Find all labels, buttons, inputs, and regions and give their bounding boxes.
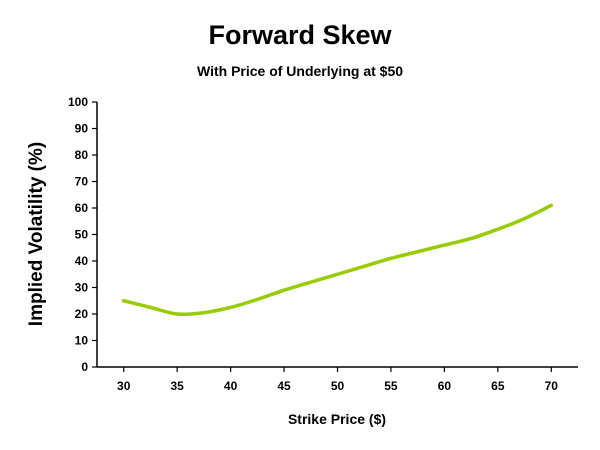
y-tick-label: 20 bbox=[75, 307, 89, 321]
x-tick-label: 70 bbox=[545, 379, 559, 393]
data-point bbox=[148, 305, 153, 309]
x-tick-label: 55 bbox=[384, 379, 398, 393]
data-point bbox=[202, 311, 206, 315]
data-point bbox=[442, 243, 446, 247]
data-point bbox=[122, 299, 126, 303]
y-tick-label: 70 bbox=[75, 175, 89, 189]
data-point bbox=[362, 264, 366, 268]
chart-subtitle: With Price of Underlying at $50 bbox=[196, 63, 404, 79]
y-tick-label: 100 bbox=[68, 95, 88, 109]
y-axis-label: Implied Volatility (%) bbox=[26, 142, 47, 326]
series-line bbox=[121, 203, 554, 317]
x-tick-label: 30 bbox=[117, 379, 131, 393]
y-tick-label: 10 bbox=[75, 334, 89, 348]
data-point bbox=[309, 280, 313, 284]
y-tick-label: 50 bbox=[75, 228, 89, 242]
y-tick-label: 80 bbox=[75, 148, 89, 162]
data-point bbox=[496, 227, 500, 231]
data-point bbox=[469, 236, 473, 241]
data-point bbox=[335, 272, 340, 276]
y-tick-label: 0 bbox=[81, 360, 88, 374]
x-axis-label: Strike Price ($) bbox=[288, 411, 386, 427]
data-point bbox=[522, 217, 527, 221]
x-tick-label: 60 bbox=[438, 379, 452, 393]
x-tick-label: 65 bbox=[491, 379, 505, 393]
x-tick-label: 50 bbox=[331, 379, 345, 393]
data-point bbox=[175, 312, 179, 316]
x-ticks: 30 35 40 45 50 55 60 65 70 bbox=[117, 367, 558, 393]
y-tick-label: 60 bbox=[75, 201, 89, 215]
x-tick-label: 40 bbox=[224, 379, 238, 393]
y-tick-label: 90 bbox=[75, 122, 89, 136]
data-point bbox=[282, 288, 286, 292]
axes bbox=[96, 102, 578, 368]
data-point bbox=[416, 250, 420, 254]
x-tick-label: 45 bbox=[277, 379, 291, 393]
data-point bbox=[389, 256, 393, 260]
y-ticks: 0 10 20 30 40 50 60 70 80 90 100 bbox=[68, 95, 97, 374]
data-point bbox=[549, 203, 553, 207]
chart-title: Forward Skew bbox=[208, 20, 392, 50]
y-tick-label: 30 bbox=[75, 281, 89, 295]
x-tick-label: 35 bbox=[170, 379, 184, 393]
data-point bbox=[255, 297, 259, 302]
y-tick-label: 40 bbox=[75, 254, 89, 268]
data-point bbox=[229, 305, 233, 309]
series-group bbox=[121, 203, 554, 317]
